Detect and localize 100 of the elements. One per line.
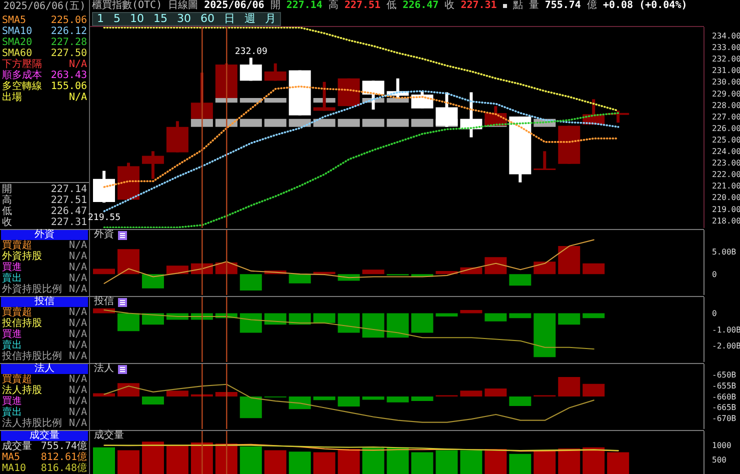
text: 755.74 [544,0,581,12]
line-series [104,309,594,350]
text: 收 [444,0,455,12]
text: N/A [68,418,87,429]
text: 外資持股 [2,251,42,262]
bar [362,448,384,474]
y-tick-label: 218.00 [712,216,740,226]
bar [166,445,188,474]
text: 億 [586,0,597,12]
y-tick-label: -650B [712,370,736,380]
text: SMA60 [2,48,32,59]
bar [338,396,360,406]
bar [362,396,384,400]
bar [264,450,286,474]
line-series [103,27,620,112]
text: N/A [68,92,87,103]
text: SMA5 [2,15,26,26]
candlestick [534,151,556,170]
bar [534,262,556,274]
text: N/A [68,273,87,284]
bar [509,396,532,406]
bar [117,383,140,396]
chart-title: 法人 [34,363,54,374]
bar [166,390,188,396]
bar [558,246,580,274]
bar [436,450,458,474]
y-tick-label: 232.00 [712,54,740,64]
bar [142,442,164,474]
bar [484,449,507,474]
text: N/A [68,329,87,340]
y-tick-label: -665B [712,403,736,412]
bar [142,396,164,405]
y-tick-label: 234.00 [712,32,740,41]
chart-title: 成交量 [30,430,60,441]
text: SMA10 [2,26,32,37]
bar [338,449,360,474]
bar [117,450,140,474]
y-tick-label: 229.00 [712,89,740,98]
text: N/A [68,284,87,295]
bar [313,452,336,474]
text: N/A [68,59,87,70]
text: 263.43 [50,70,87,81]
text: 下方壓隔 [2,59,42,70]
text: 227.51 [344,0,381,12]
bar [582,447,605,474]
bar [607,452,630,474]
bar [313,396,336,400]
y-tick-label: 233.00 [712,43,740,52]
chart-title: 櫃買指數(OTC) [92,0,162,12]
y-tick-label: 227.00 [712,112,740,122]
text: 收 [2,217,12,228]
y-tick-label: 223.00 [712,158,740,168]
bar [484,388,507,396]
candlestick [411,91,434,108]
bar [558,448,580,474]
annotation: 232.09 [234,46,268,57]
y-tick-label: 0 [712,270,717,279]
text: 開 [270,0,280,12]
y-tick-label: 231.00 [712,66,740,76]
text: 227.14 [50,184,87,195]
candlestick [264,63,286,81]
y-tick-label: 220.00 [712,193,740,202]
text: 低 [2,206,12,217]
y-tick-label: 225.00 [712,135,740,144]
text: 低 [386,0,397,12]
chart-title: 投信 [94,296,114,307]
text: 買賣超 [2,240,32,251]
candlestick [142,151,164,179]
bar [313,272,336,274]
bar [582,263,605,274]
text: 226.47 [402,0,439,12]
y-tick-label: 226.00 [712,124,740,133]
y-tick-label: -655B [712,382,736,391]
text: 816.48億 [40,463,87,474]
bar [240,446,262,474]
text: 2025/06/06 [204,0,264,12]
y-tick-label: 5.00B [712,248,736,257]
text: 順多成本 [2,70,42,81]
text: 2025/06/06(五) [2,1,87,12]
text: 法人持股 [2,385,42,396]
chart-title: 成交量 [94,430,124,441]
y-tick-label: 228.00 [712,100,740,110]
chart-title: 投信 [34,296,54,307]
line-series [104,239,594,284]
bar [411,452,434,474]
text: 開 [2,184,12,195]
text: 225.06 [50,15,87,26]
text: 買賣超 [2,307,32,318]
bar [117,249,140,274]
chart-title: 外資 [94,229,114,240]
text: 點 [512,0,523,12]
timeframe-tabs[interactable]: 1 5 10 15 30 60 日 週 月 [92,12,281,26]
bar [582,384,605,396]
bar [93,268,115,274]
candlestick [93,170,115,203]
text: 量 [528,0,539,12]
text: 賣出 [2,273,22,284]
bar [215,444,238,474]
text: N/A [68,351,87,362]
text: 投信持股比例 [2,351,62,362]
